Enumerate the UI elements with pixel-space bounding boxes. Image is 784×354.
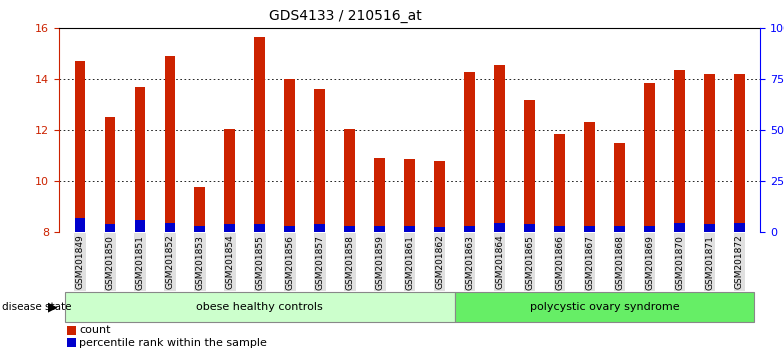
Bar [104,224,115,232]
Text: percentile rank within the sample: percentile rank within the sample [79,338,267,348]
Bar [524,224,535,232]
Bar [165,56,175,232]
Bar [584,122,595,232]
Text: disease state: disease state [2,302,71,312]
Text: GDS4133 / 210516_at: GDS4133 / 210516_at [269,9,421,23]
Bar [554,134,564,232]
Bar [735,223,745,232]
Bar [615,143,625,232]
Bar [224,129,235,232]
Text: ▶: ▶ [49,301,58,314]
Bar [285,225,295,232]
Bar [554,225,564,232]
Bar [74,61,85,232]
FancyBboxPatch shape [455,292,754,322]
Bar [375,158,385,232]
Bar [584,225,595,232]
Bar [674,70,684,232]
Bar [464,72,475,232]
Bar [644,83,655,232]
Bar [464,225,475,232]
Bar [644,225,655,232]
Bar [194,225,205,232]
Bar [344,225,355,232]
Bar [735,74,745,232]
Bar [495,65,505,232]
Text: obese healthy controls: obese healthy controls [196,302,323,312]
Bar [285,79,295,232]
Text: polycystic ovary syndrome: polycystic ovary syndrome [530,302,680,312]
Bar [135,221,145,232]
Bar [194,187,205,232]
Bar [704,224,715,232]
Bar [314,90,325,232]
Bar [135,87,145,232]
Text: count: count [79,325,111,335]
Bar [224,224,235,232]
Bar [434,161,445,232]
Bar [255,37,265,232]
Bar [495,223,505,232]
Bar [405,225,415,232]
Bar [674,223,684,232]
Bar [434,227,445,232]
Bar [375,225,385,232]
Bar [74,218,85,232]
Bar [405,159,415,232]
Bar [165,223,175,232]
Bar [344,129,355,232]
Bar [314,224,325,232]
Bar [255,224,265,232]
Bar [704,74,715,232]
FancyBboxPatch shape [65,292,455,322]
Bar [615,225,625,232]
Bar [104,118,115,232]
Bar [524,99,535,232]
